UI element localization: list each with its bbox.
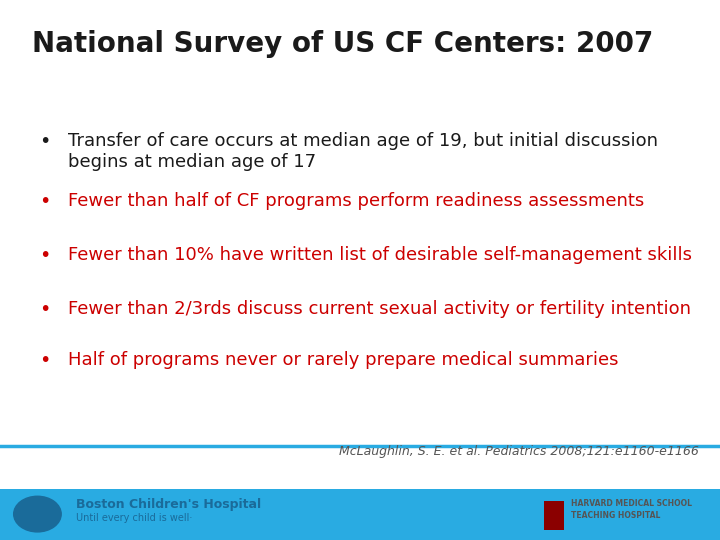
FancyBboxPatch shape — [544, 501, 564, 530]
Text: •: • — [40, 351, 51, 370]
Text: Fewer than 10% have written list of desirable self-management skills: Fewer than 10% have written list of desi… — [68, 246, 693, 264]
Text: •: • — [40, 132, 51, 151]
Text: Boston Children's Hospital: Boston Children's Hospital — [76, 498, 261, 511]
Text: •: • — [40, 300, 51, 319]
Text: TEACHING HOSPITAL: TEACHING HOSPITAL — [571, 511, 660, 521]
Text: Until every child is well·: Until every child is well· — [76, 513, 192, 523]
Text: Half of programs never or rarely prepare medical summaries: Half of programs never or rarely prepare… — [68, 351, 619, 369]
Text: •: • — [40, 246, 51, 265]
Text: HARVARD MEDICAL SCHOOL: HARVARD MEDICAL SCHOOL — [571, 500, 692, 509]
Text: Transfer of care occurs at median age of 19, but initial discussion
begins at me: Transfer of care occurs at median age of… — [68, 132, 658, 171]
Text: McLaughlin, S. E. et al. Pediatrics 2008;121:e1160-e1166: McLaughlin, S. E. et al. Pediatrics 2008… — [338, 446, 698, 458]
FancyBboxPatch shape — [0, 489, 720, 540]
Text: Fewer than half of CF programs perform readiness assessments: Fewer than half of CF programs perform r… — [68, 192, 644, 210]
Text: •: • — [40, 192, 51, 211]
Text: National Survey of US CF Centers: 2007: National Survey of US CF Centers: 2007 — [32, 30, 654, 58]
Circle shape — [14, 496, 61, 532]
Text: Fewer than 2/3rds discuss current sexual activity or fertility intention: Fewer than 2/3rds discuss current sexual… — [68, 300, 691, 318]
